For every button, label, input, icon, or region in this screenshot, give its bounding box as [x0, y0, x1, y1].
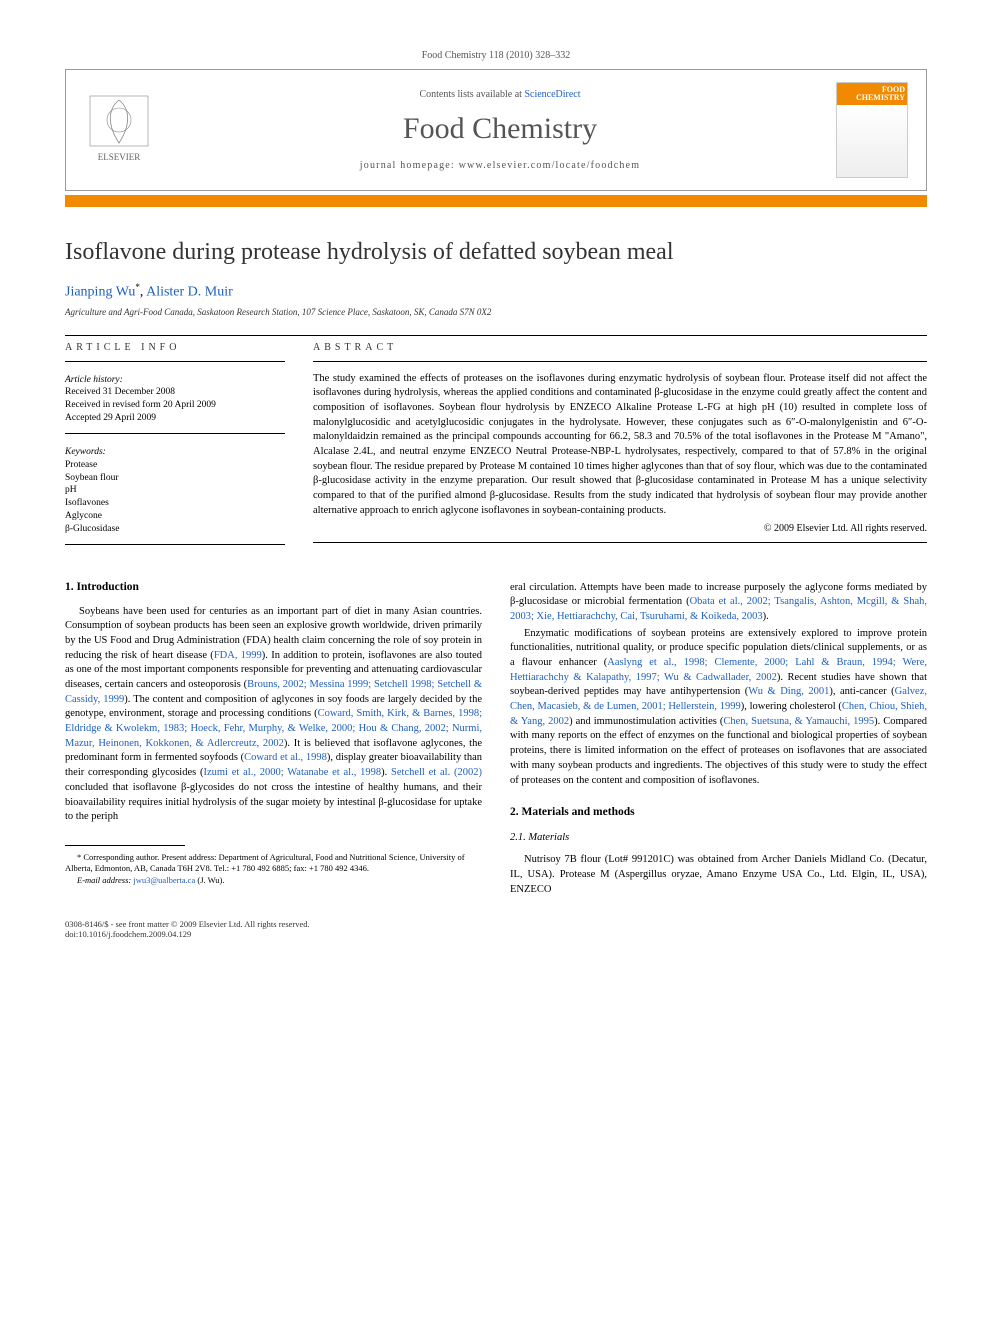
subsection-heading-materials: 2.1. Materials — [510, 832, 927, 843]
journal-homepage-line: journal homepage: www.elsevier.com/locat… — [164, 160, 836, 171]
revised-date: Received in revised form 20 April 2009 — [65, 399, 285, 412]
homepage-prefix: journal homepage: — [360, 160, 459, 171]
text-run: ), lowering cholesterol ( — [741, 701, 842, 712]
cover-title-text: FOOD CHEMISTRY — [837, 83, 907, 105]
citation-link[interactable]: Wu & Ding, 2001 — [748, 686, 829, 697]
divider — [65, 335, 927, 336]
section-heading-materials-methods: 2. Materials and methods — [510, 806, 927, 818]
journal-cover-thumbnail: FOOD CHEMISTRY — [836, 82, 908, 178]
text-run: ). — [381, 767, 391, 778]
cover-body — [837, 105, 907, 177]
elsevier-logo: ELSEVIER — [84, 88, 164, 173]
keyword: Soybean flour — [65, 472, 285, 485]
author-link-1[interactable]: Jianping Wu — [65, 285, 135, 300]
abstract-label: ABSTRACT — [313, 342, 927, 353]
divider — [65, 544, 285, 545]
history-label: Article history: — [65, 374, 285, 387]
text-run: ). — [763, 611, 769, 622]
keyword: Protease — [65, 459, 285, 472]
abstract-text: The study examined the effects of protea… — [313, 370, 927, 519]
text-run: ), anti-cancer ( — [829, 686, 894, 697]
materials-paragraph: Nutrisoy 7B flour (Lot# 991201C) was obt… — [510, 853, 927, 897]
divider — [313, 361, 927, 362]
accepted-date: Accepted 29 April 2009 — [65, 412, 285, 425]
homepage-url: www.elsevier.com/locate/foodchem — [459, 160, 641, 171]
email-link[interactable]: jwu3@ualberta.ca — [133, 875, 195, 885]
keywords-label: Keywords: — [65, 446, 285, 459]
text-run: concluded that isoflavone β-glycosides d… — [65, 782, 482, 822]
article-title: Isoflavone during protease hydrolysis of… — [65, 239, 927, 266]
text-run: ) and immunostimulation activities ( — [569, 716, 723, 727]
right-column: eral circulation. Attempts have been mad… — [510, 581, 927, 900]
intro-paragraph-1-cont: eral circulation. Attempts have been mad… — [510, 581, 927, 625]
divider — [65, 433, 285, 434]
journal-reference: Food Chemistry 118 (2010) 328–332 — [65, 50, 927, 61]
journal-title: Food Chemistry — [164, 112, 836, 146]
sciencedirect-link[interactable]: ScienceDirect — [524, 89, 580, 100]
email-label: E-mail address: — [77, 875, 133, 885]
citation-link[interactable]: Izumi et al., 2000; Watanabe et al., 199… — [203, 767, 381, 778]
section-heading-introduction: 1. Introduction — [65, 581, 482, 593]
authors-line: Jianping Wu*, Alister D. Muir — [65, 282, 927, 301]
article-info-label: ARTICLE INFO — [65, 342, 285, 353]
contents-lists-line: Contents lists available at ScienceDirec… — [164, 89, 836, 100]
email-footnote: E-mail address: jwu3@ualberta.ca (J. Wu)… — [65, 875, 482, 886]
citation-link[interactable]: Setchell et al. (2002) — [391, 767, 482, 778]
doi-line: doi:10.1016/j.foodchem.2009.04.129 — [65, 929, 310, 939]
keyword: β-Glucosidase — [65, 523, 285, 536]
copyright-line: © 2009 Elsevier Ltd. All rights reserved… — [313, 523, 927, 534]
left-column: 1. Introduction Soybeans have been used … — [65, 581, 482, 900]
email-suffix: (J. Wu). — [195, 875, 224, 885]
contents-prefix: Contents lists available at — [419, 89, 524, 100]
page-footer: 0308-8146/$ - see front matter © 2009 El… — [65, 919, 927, 939]
keyword: Isoflavones — [65, 497, 285, 510]
author-link-2[interactable]: Alister D. Muir — [146, 285, 233, 300]
divider — [65, 361, 285, 362]
footnote-separator — [65, 845, 185, 846]
affiliation: Agriculture and Agri-Food Canada, Saskat… — [65, 307, 927, 317]
orange-divider-bar — [65, 195, 927, 207]
citation-link[interactable]: Chen, Suetsuna, & Yamauchi, 1995 — [723, 716, 874, 727]
article-history: Article history: Received 31 December 20… — [65, 370, 285, 425]
intro-paragraph-2: Enzymatic modifications of soybean prote… — [510, 627, 927, 789]
citation-link[interactable]: Coward et al., 1998 — [244, 752, 327, 763]
journal-header-box: ELSEVIER Contents lists available at Sci… — [65, 69, 927, 191]
keyword: pH — [65, 484, 285, 497]
svg-text:ELSEVIER: ELSEVIER — [98, 152, 141, 162]
intro-paragraph-1: Soybeans have been used for centuries as… — [65, 605, 482, 825]
keyword: Aglycone — [65, 510, 285, 523]
keywords-block: Keywords: Protease Soybean flour pH Isof… — [65, 442, 285, 536]
received-date: Received 31 December 2008 — [65, 386, 285, 399]
corresponding-author-footnote: * Corresponding author. Present address:… — [65, 852, 482, 875]
citation-link[interactable]: FDA, 1999 — [214, 650, 262, 661]
divider — [313, 542, 927, 543]
front-matter-line: 0308-8146/$ - see front matter © 2009 El… — [65, 919, 310, 929]
text-run: Nutrisoy 7B flour (Lot# 991201C) was obt… — [510, 854, 927, 894]
